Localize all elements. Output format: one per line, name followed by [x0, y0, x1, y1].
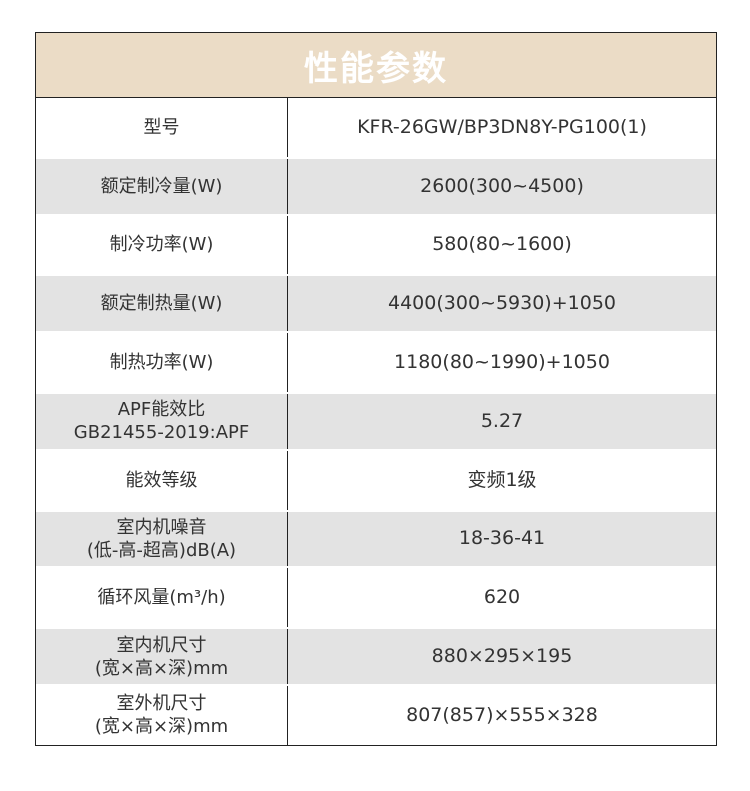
spec-value: 807(857)×555×328 — [406, 703, 598, 726]
table-header: 性能参数 — [36, 33, 716, 98]
spec-value: 5.27 — [288, 393, 716, 449]
spec-label: APF能效比 GB21455-2019:APF — [36, 393, 288, 449]
spec-value: 18-36-41 — [288, 511, 716, 567]
spec-value: 880×295×195 — [288, 629, 716, 684]
table-row: 循环风量(m³/h) 620 — [36, 568, 716, 628]
spec-value: 580(80~1600) — [432, 233, 572, 256]
table-row: 能效等级 变频1级 — [36, 450, 716, 510]
table-row: 制冷功率(W) 580(80~1600) — [36, 215, 716, 275]
table-row: 额定制冷量(W) 2600(300~4500) — [36, 157, 716, 216]
spec-value: 2600(300~4500) — [288, 158, 716, 214]
table-row: 型号 KFR-26GW/BP3DN8Y-PG100(1) — [36, 98, 716, 157]
spec-label: 室内机噪音 (低-高-超高)dB(A) — [36, 511, 288, 567]
spec-value: 4400(300~5930)+1050 — [288, 276, 716, 332]
table-body: 型号 KFR-26GW/BP3DN8Y-PG100(1) 额定制冷量(W) 2600(… — [36, 98, 716, 745]
spec-value: 620 — [483, 586, 521, 609]
table-row: 额定制热量(W) 4400(300~5930)+1050 — [36, 274, 716, 333]
spec-label: 室内机尺寸 (宽×高×深)mm — [36, 629, 288, 684]
spec-value: 1180(80~1990)+1050 — [394, 351, 610, 374]
spec-label: 制热功率(W) — [36, 333, 288, 392]
table-row: APF能效比 GB21455-2019:APF 5.27 — [36, 392, 716, 451]
spec-label: 制冷功率(W) — [36, 215, 288, 275]
spec-table: 性能参数 型号 KFR-26GW/BP3DN8Y-PG100(1) 额定制冷量(W)… — [35, 32, 717, 746]
table-row: 室内机噪音 (低-高-超高)dB(A) 18-36-41 — [36, 510, 716, 569]
spec-value: 变频1级 — [467, 468, 537, 491]
spec-label: 额定制冷量(W) — [36, 158, 288, 214]
table-row: 室内机尺寸 (宽×高×深)mm 880×295×195 — [36, 627, 716, 686]
spec-label: 室外机尺寸 (宽×高×深)mm — [36, 685, 288, 745]
spec-label: 型号 — [36, 98, 288, 157]
spec-label: 能效等级 — [36, 450, 288, 510]
spec-label: 循环风量(m³/h) — [36, 568, 288, 628]
table-row: 室外机尺寸 (宽×高×深)mm 807(857)×555×328 — [36, 685, 716, 745]
spec-label: 额定制热量(W) — [36, 276, 288, 332]
table-row: 制热功率(W) 1180(80~1990)+1050 — [36, 333, 716, 392]
spec-value: KFR-26GW/BP3DN8Y-PG100(1) — [357, 115, 647, 138]
table-title: 性能参数 — [304, 48, 448, 89]
